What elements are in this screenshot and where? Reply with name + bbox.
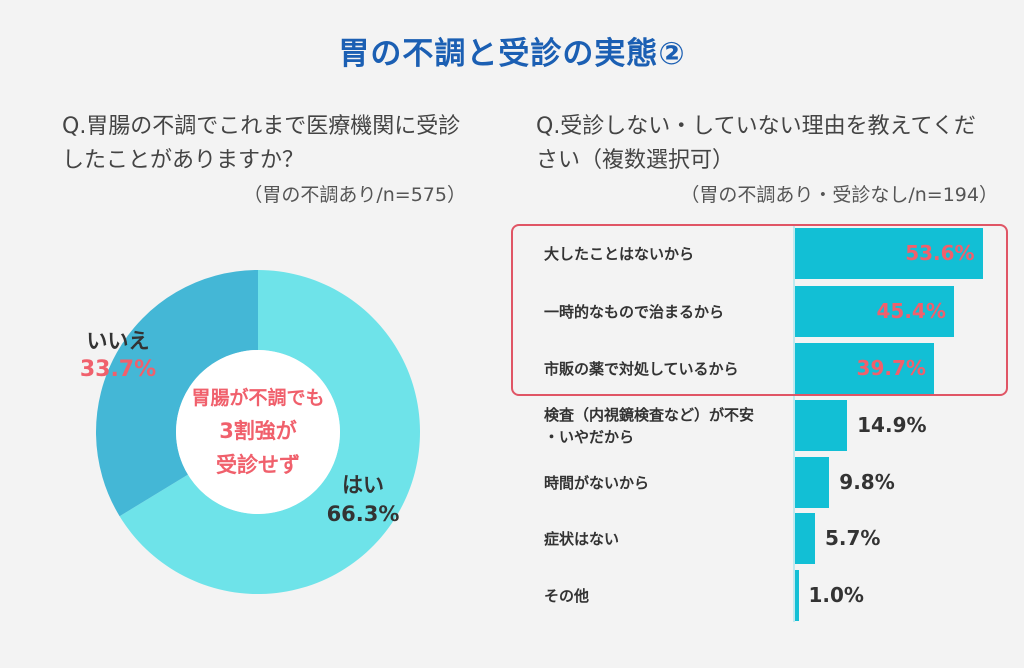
bar-value-label: 45.4% (876, 298, 946, 323)
bar-axis-line (793, 226, 795, 622)
donut-center-line-2: 3割強が (219, 419, 297, 443)
donut-value-yes: 66.3% (327, 502, 400, 526)
page-title: 胃の不調と受診の実態② (338, 36, 686, 72)
bar (795, 343, 934, 394)
bar-value-label: 39.7% (856, 355, 926, 380)
bar-value-label: 5.7% (824, 525, 881, 550)
bar-value-label: 53.6% (905, 240, 975, 265)
right-question: Q.受診しない・していない理由を教えてください（複数選択可） (536, 114, 976, 173)
donut-slice-no (96, 270, 258, 517)
bar-value-label: 1.0% (808, 582, 864, 607)
donut-label-yes: はい (342, 473, 384, 497)
donut-center-line-1: 胃腸が不調でも (191, 386, 324, 409)
bar (795, 400, 848, 451)
bar (795, 457, 830, 508)
bar-value-label: 14.9% (857, 412, 927, 437)
bar-category-label: 症状はない (544, 529, 620, 548)
right-sample-note: （胃の不調あり・受診なし/n=194） (680, 184, 998, 206)
bar-category-label: 一時的なもので治まるから (544, 302, 725, 321)
bar (795, 513, 815, 564)
donut-slice-yes (119, 270, 420, 594)
left-sample-note: （胃の不調あり/n=575） (243, 184, 466, 206)
bar-value-label: 9.8% (839, 469, 895, 494)
bar (795, 228, 983, 279)
bar (795, 570, 799, 621)
donut-label-no: いいえ (87, 329, 150, 353)
donut-center-line-3: 受診せず (216, 453, 300, 477)
left-question: Q.胃腸の不調でこれまで医療機関に受診したことがありますか？ (62, 114, 461, 173)
bar-category-label: その他 (544, 586, 590, 605)
bar-category-label: 大したことはないから (544, 244, 695, 263)
bar-category-label: 時間がないから (544, 473, 650, 492)
bar (795, 286, 954, 337)
donut-value-no: 33.7% (80, 357, 156, 382)
bar-category-label: 市販の薬で対処しているから (544, 359, 739, 378)
bar-category-label: 検査（内視鏡検査など）が不安 ・いやだから (544, 405, 755, 446)
donut-hole (176, 350, 340, 514)
